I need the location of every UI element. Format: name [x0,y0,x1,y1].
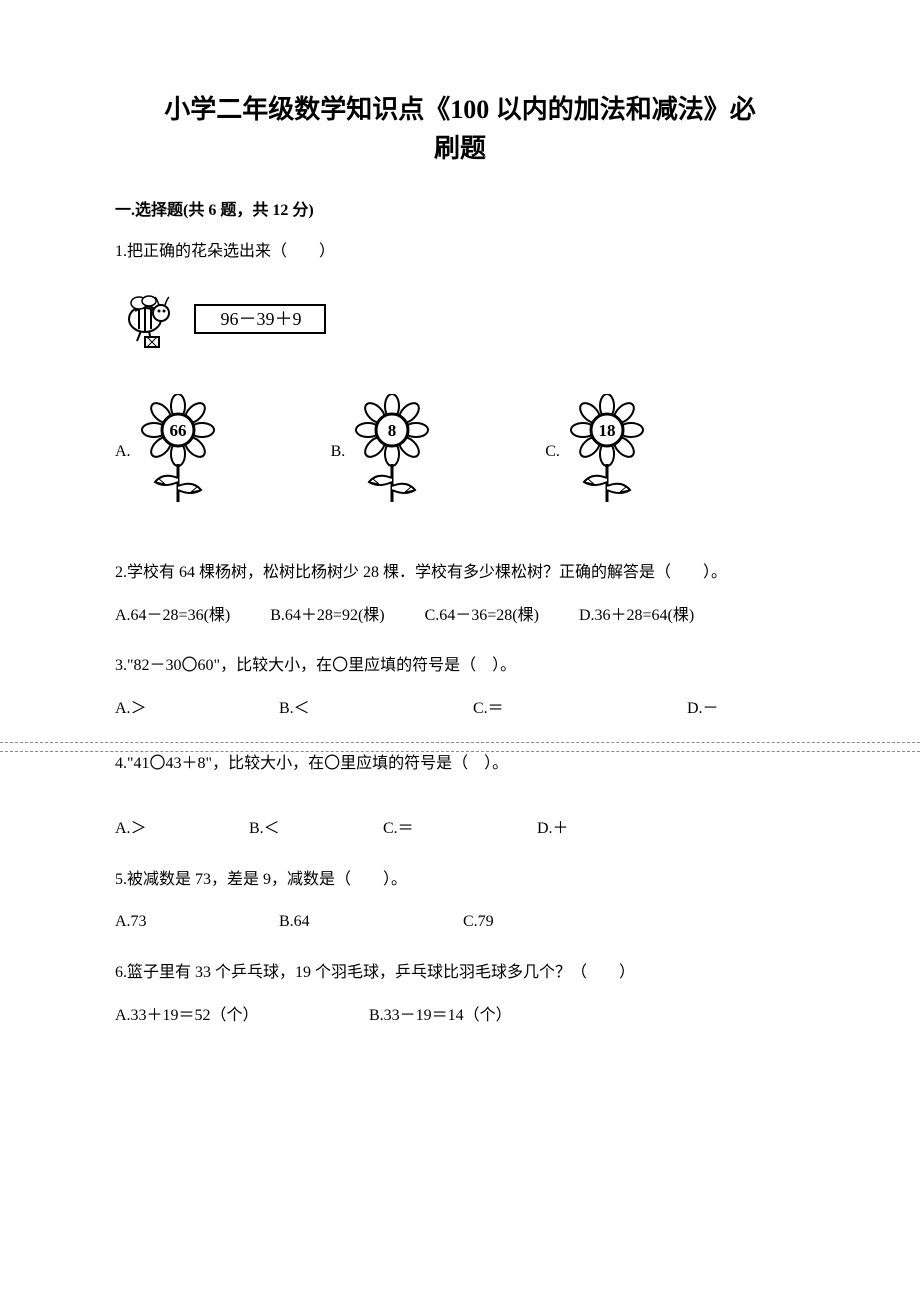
q3-opt-c: C.＝ [473,695,683,724]
flower-icon-c: 18 [564,394,650,511]
page-rule-line-1 [0,742,920,743]
q3-opt-a: A.＞ [115,695,275,724]
q4-opt-d: D.＋ [537,820,569,837]
q4-opt-c: C.＝ [383,815,533,844]
q6-text: 6.篮子里有 33 个乒乓球，19 个羽毛球，乒乓球比羽毛球多几个？（ ） [115,959,805,988]
q1-bee-row: 96－39＋9 [115,289,805,354]
svg-text:18: 18 [598,421,615,440]
q3-options: A.＞ B.＜ C.＝ D.－ [115,695,805,724]
q5-opt-b: B.64 [279,908,459,937]
title-line-1: 小学二年级数学知识点《100 以内的加法和减法》必 [115,90,805,129]
q2-opt-c: C.64－36=28(棵) [425,607,539,624]
q2-opt-a: A.64－28=36(棵) [115,607,230,624]
q1-c-letter: C. [545,443,560,461]
q6-opt-b: B.33－19＝14（个） [369,1007,512,1024]
q1-b-letter: B. [331,443,346,461]
q4-options: A.＞ B.＜ C.＝ D.＋ [115,815,805,844]
q4-opt-b: B.＜ [249,815,379,844]
q4-text: 4."41〇43＋8"，比较大小，在〇里应填的符号是（ ）。 [115,750,805,779]
q3-opt-d: D.－ [687,700,719,717]
q5-text: 5.被减数是 73，差是 9，减数是（ ）。 [115,866,805,895]
q1-a-letter: A. [115,443,131,461]
svg-text:66: 66 [169,421,186,440]
q2-opt-d: D.36＋28=64(棵) [579,607,694,624]
page-container: 小学二年级数学知识点《100 以内的加法和减法》必 刷题 一.选择题(共 6 题… [0,0,920,1302]
q1-option-a: A. [115,394,221,511]
q1-expression-text: 96－39＋9 [221,309,302,329]
q1-options-row: A. [115,394,805,511]
q1-option-c: C. [545,394,650,511]
q1-expression-box: 96－39＋9 [193,299,329,344]
flower-icon-a: 66 [135,394,221,511]
q2-opt-b: B.64＋28=92(棵) [270,607,384,624]
q6-options: A.33＋19＝52（个） B.33－19＝14（个） [115,1002,805,1031]
bee-icon [115,289,187,354]
q5-opt-c: C.79 [463,913,494,930]
q4-opt-a: A.＞ [115,815,245,844]
q1-option-b: B. [331,394,436,511]
q3-text: 3."82－30〇60"，比较大小，在〇里应填的符号是（ ）。 [115,652,805,681]
q1-text: 1.把正确的花朵选出来（ ） [115,238,805,267]
q6-opt-a: A.33＋19＝52（个） [115,1002,365,1031]
document-title: 小学二年级数学知识点《100 以内的加法和减法》必 刷题 [115,90,805,168]
q5-options: A.73 B.64 C.79 [115,908,805,937]
flower-icon-b: 8 [349,394,435,511]
q5-opt-a: A.73 [115,908,275,937]
q3-opt-b: B.＜ [279,695,469,724]
q2-text: 2.学校有 64 棵杨树，松树比杨树少 28 棵．学校有多少棵松树？正确的解答是… [115,559,805,588]
q2-options: A.64－28=36(棵) B.64＋28=92(棵) C.64－36=28(棵… [115,602,805,631]
section-1-header: 一.选择题(共 6 题，共 12 分) [115,196,805,220]
title-line-2: 刷题 [115,129,805,168]
svg-text:8: 8 [388,421,397,440]
